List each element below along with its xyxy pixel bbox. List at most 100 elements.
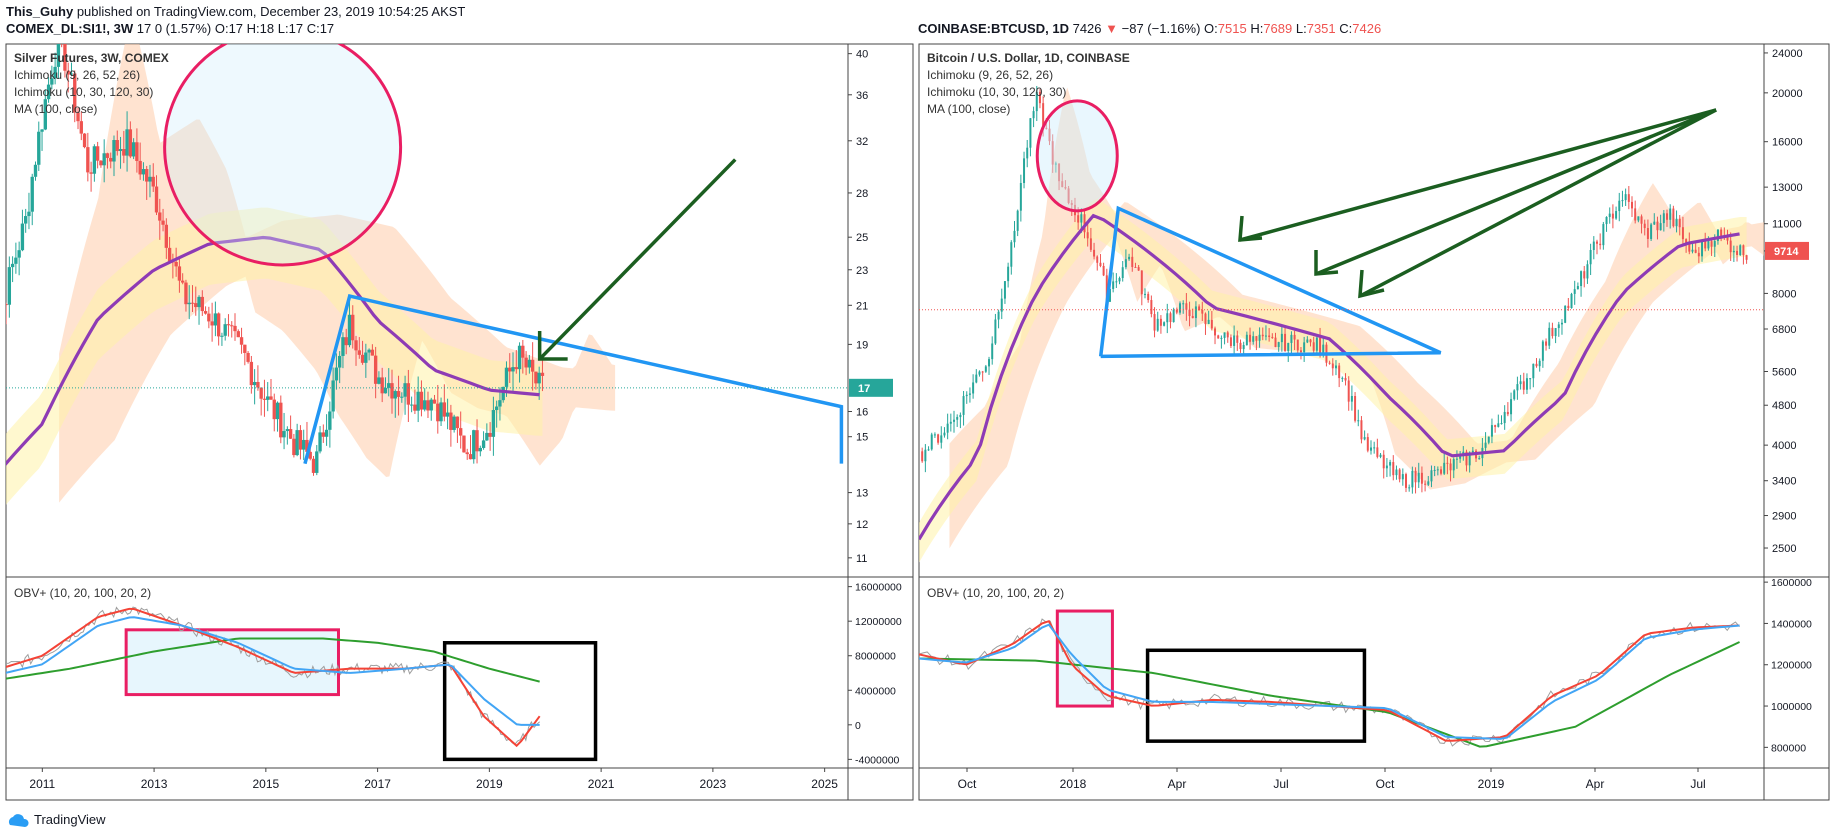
y-tick-label: 36 [856, 90, 868, 102]
x-tick-label: Apr [1168, 777, 1187, 791]
candle-body [324, 429, 329, 437]
candle-body [1506, 411, 1509, 415]
candle-body [1067, 188, 1070, 204]
candle-body [181, 280, 185, 283]
x-tick-label: 2017 [364, 777, 391, 791]
candle-body [311, 458, 316, 473]
candle-body [1054, 163, 1057, 165]
candle-body [89, 172, 93, 174]
candle-body [1274, 337, 1277, 348]
candle-body [459, 428, 463, 436]
candle-body [1023, 158, 1026, 184]
candle-body [1016, 210, 1019, 231]
candle-body [959, 414, 962, 418]
right-legend-label: Bitcoin / U.S. Dollar, 1D, COINBASE [927, 51, 1130, 65]
candle-body [60, 24, 63, 30]
candle-body [37, 131, 41, 165]
right-triangle-trendlines [1098, 205, 1442, 359]
candle-body [1373, 447, 1376, 449]
candle-body [1513, 390, 1516, 400]
candle-body [1115, 281, 1118, 283]
candle-body [1643, 223, 1646, 229]
candle-body [233, 325, 237, 332]
y-tick-label: 19 [856, 339, 868, 351]
candle-body [1220, 337, 1223, 339]
candle-body [1172, 309, 1175, 323]
candle-body [1163, 322, 1166, 326]
candle-body [1691, 249, 1694, 252]
right-symbol[interactable]: COINBASE:BTCUSD, 1D [918, 21, 1069, 36]
candle-body [1382, 454, 1385, 469]
candle-body [197, 296, 201, 308]
candle-body [1662, 213, 1665, 224]
candle-body [76, 112, 80, 122]
candle-body [940, 435, 943, 443]
right-arrow-line [1315, 108, 1717, 276]
candle-body [1631, 201, 1633, 209]
candle-body [344, 337, 348, 346]
candle-body [1296, 339, 1299, 351]
candle-body [1, 304, 4, 319]
candle-body [1541, 341, 1544, 361]
author-name[interactable]: This_Guhy [6, 4, 74, 19]
candle-body [1271, 336, 1274, 338]
candle-body [1417, 472, 1420, 483]
candle-body [481, 440, 486, 448]
candle-body [1487, 436, 1490, 443]
right-ma-line [919, 213, 1740, 541]
candle-body [1159, 318, 1162, 326]
candle-body [252, 381, 257, 386]
left-price-badge-label: 17 [858, 383, 870, 395]
candle-body [534, 371, 538, 384]
left-price-badge [849, 378, 893, 397]
candle-body [1334, 365, 1337, 369]
right-oscillator [919, 609, 1740, 748]
candle-body [1268, 335, 1271, 337]
left-obv-raw-line [6, 606, 540, 746]
y-tick-label: 13 [856, 488, 868, 500]
candle-body [1398, 469, 1401, 480]
candle-body [1567, 305, 1570, 309]
footer: TradingView [6, 812, 106, 827]
y-tick-label: 21 [856, 300, 868, 312]
candle-body [1309, 339, 1312, 343]
candle-body [1293, 334, 1296, 340]
candle-body [282, 431, 286, 438]
y-tick-label: 16000 [1772, 137, 1803, 149]
candle-body [1497, 423, 1500, 427]
candle-body [1124, 259, 1127, 268]
candle-body [508, 367, 512, 372]
candle-body [1440, 469, 1443, 474]
right-low: 7351 [1306, 21, 1336, 36]
candle-body [1726, 236, 1729, 241]
candle-body [1131, 256, 1134, 267]
x-tick-label: 2019 [1478, 777, 1505, 791]
candle-body [1010, 242, 1013, 267]
candle-body [373, 355, 378, 384]
candle-body [1118, 278, 1121, 282]
candle-body [1188, 309, 1191, 317]
candle-body [927, 449, 930, 451]
right-osc-pink-box [1055, 609, 1114, 708]
candle-body [416, 391, 420, 411]
candle-body [387, 383, 391, 388]
candle-body [488, 432, 492, 437]
candle-body [1112, 281, 1115, 289]
candle-body [56, 44, 61, 67]
right-arrow-head [1314, 250, 1339, 276]
x-tick-label: 2015 [252, 777, 279, 791]
candle-body [494, 406, 499, 411]
candle-body [40, 129, 44, 132]
candle-body [315, 451, 319, 473]
x-tick-label: 2025 [811, 777, 838, 791]
left-symbol[interactable]: COMEX_DL:SI1!, 3W [6, 21, 134, 36]
candle-body [946, 423, 949, 433]
candle-body [1490, 425, 1493, 437]
candle-body [10, 263, 15, 268]
right-frame [918, 43, 1830, 801]
candle-body [46, 84, 51, 100]
candle-body [302, 439, 306, 450]
candle-body [1042, 103, 1045, 128]
footer-brand[interactable]: TradingView [34, 812, 106, 827]
